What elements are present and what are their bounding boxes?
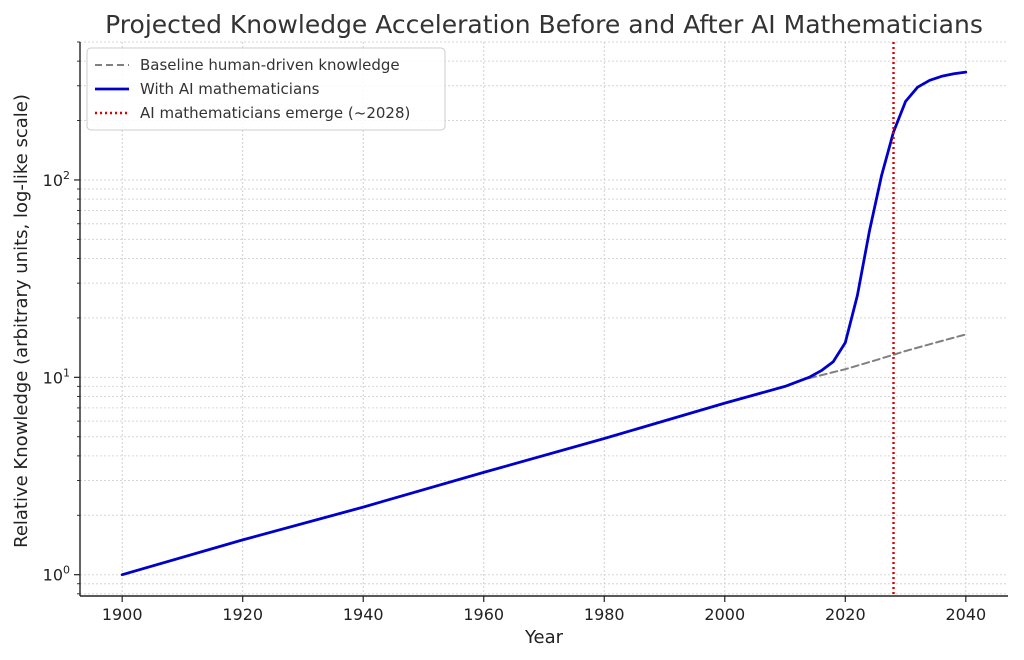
series-line-ai — [120, 70, 968, 577]
series-layer — [120, 42, 968, 596]
axes — [79, 42, 1008, 597]
ticks: 1900 1920 1940 1960 1980 2000 2020 2040 100 101 10… — [43, 41, 986, 624]
x-tick-label: 1920 — [222, 605, 263, 624]
grid — [80, 41, 1008, 596]
legend-item-emerge-label: AI mathematicians emerge (~2028) — [140, 104, 410, 122]
legend-item-baseline-label: Baseline human-driven knowledge — [140, 56, 400, 74]
legend: Baseline human-driven knowledge With AI m… — [86, 47, 446, 131]
x-tick-label: 1980 — [584, 605, 625, 624]
y-tick-label: 101 — [43, 366, 70, 387]
x-tick-label: 1960 — [463, 605, 504, 624]
series-line-baseline — [808, 333, 967, 380]
x-tick-label: 1940 — [343, 605, 384, 624]
y-tick-label: 100 — [43, 564, 70, 585]
y-axis-label: Relative Knowledge (arbitrary units, log… — [11, 94, 32, 548]
x-tick-label: 2000 — [704, 605, 745, 624]
x-axis-label: Year — [524, 627, 564, 648]
legend-item-ai-label: With AI mathematicians — [140, 80, 320, 98]
x-tick-label: 1900 — [102, 605, 143, 624]
x-tick-label: 2040 — [945, 605, 986, 624]
legend-box — [86, 47, 446, 131]
y-tick-label: 102 — [43, 169, 70, 190]
x-tick-label: 2020 — [825, 605, 866, 624]
chart-title: Projected Knowledge Acceleration Before … — [105, 10, 983, 39]
